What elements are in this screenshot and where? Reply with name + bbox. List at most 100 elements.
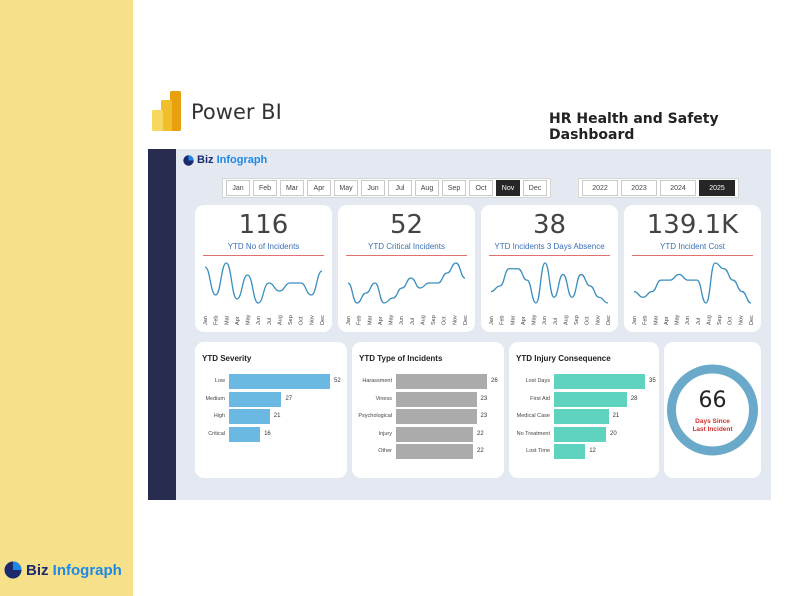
bar-category-label: Lost Time <box>526 448 550 454</box>
month-button-oct[interactable]: Oct <box>469 180 493 196</box>
sparkline-series <box>204 262 323 304</box>
kpi-card-incidents: 116 YTD No of Incidents Jan Feb Mar Apr May J… <box>195 205 332 332</box>
bar[interactable] <box>554 444 586 459</box>
bar-value-label: 35 <box>649 378 656 384</box>
brand-mark-icon <box>4 561 22 579</box>
bar-row: Medium 27 <box>195 391 347 407</box>
bar-category-label: Critical <box>208 430 225 437</box>
sparkline-month-label: Aug <box>706 315 712 325</box>
bar-value-label: 22 <box>477 430 484 437</box>
sparkline-month-label: Sep <box>574 315 580 325</box>
bar-category-label: Lost Days <box>525 378 550 384</box>
bar-row: Other 22 <box>352 444 504 459</box>
sparkline-month-label: May <box>532 314 538 325</box>
sparkline-month-label: Jul <box>553 318 559 325</box>
bar-row: Medical Case 21 <box>509 409 659 424</box>
year-button-2023[interactable]: 2023 <box>621 180 657 196</box>
month-button-jul[interactable]: Jul <box>388 180 412 196</box>
month-button-aug[interactable]: Aug <box>415 180 439 196</box>
month-button-feb[interactable]: Feb <box>253 180 277 196</box>
bar-category-label: No Treatment <box>516 430 550 437</box>
bar-row: Lost Days 35 <box>509 374 659 389</box>
year-button-2022[interactable]: 2022 <box>582 180 618 196</box>
month-button-dec[interactable]: Dec <box>523 180 547 196</box>
bar[interactable] <box>396 444 473 459</box>
sparkline-month-label: Apr <box>378 316 384 325</box>
bar-row: Harassment 26 <box>352 374 504 389</box>
month-button-apr[interactable]: Apr <box>307 180 331 196</box>
bar[interactable] <box>229 391 282 407</box>
bar-row: Critical 16 <box>195 426 347 442</box>
sparkline-month-label: Oct <box>299 316 305 325</box>
bar-value-label: 21 <box>273 413 281 419</box>
kpi-label: YTD Incident Cost <box>660 242 725 251</box>
bar-row: Viness 23 <box>352 391 504 407</box>
bar-row: High 21 <box>195 409 347 424</box>
trend-sparkline: Jan Feb Mar Apr May Jun Jul Aug Sep Oct Nov Dec <box>632 262 755 325</box>
bar[interactable] <box>396 426 473 442</box>
sparkline-month-label: Mar <box>367 315 373 325</box>
bar-category-label: Other <box>378 448 392 454</box>
bar-row: Psychological 23 <box>352 409 504 424</box>
sparkline-month-label: Oct <box>728 316 734 325</box>
sparkline-series <box>347 262 466 304</box>
kpi-label: YTD No of Incidents <box>227 242 300 251</box>
bar-value-label: 23 <box>480 413 488 419</box>
month-button-jan[interactable]: Jan <box>226 180 250 196</box>
month-button-jun[interactable]: Jun <box>361 180 385 196</box>
sparkline-month-label: Jun <box>685 316 691 325</box>
sparkline-month-label: Dec <box>606 315 612 325</box>
bar-value-label: 26 <box>491 378 498 384</box>
bar[interactable] <box>396 374 487 389</box>
year-button-2025[interactable]: 2025 <box>699 180 735 196</box>
bar-value-label: 20 <box>610 430 617 437</box>
bar[interactable] <box>229 426 261 442</box>
sparkline-month-label: Feb <box>643 316 649 325</box>
bar-category-label: First Aid <box>530 395 550 402</box>
bar[interactable] <box>396 391 477 407</box>
sparkline-month-label: May <box>389 314 395 325</box>
panel-title: YTD Injury Consequence <box>516 354 611 363</box>
bar-value-label: 28 <box>630 395 638 402</box>
bar-value-label: 27 <box>285 395 293 402</box>
incident-type-panel: YTD Type of Incidents Harassment 26 Viness… <box>352 342 504 478</box>
month-slicer: Jan Feb Mar Apr May Jun Jul Aug Sep Oct Nov Dec <box>222 178 551 198</box>
bar[interactable] <box>229 374 330 389</box>
sparkline-month-label: Aug <box>277 315 283 325</box>
month-button-mar[interactable]: Mar <box>280 180 304 196</box>
bar[interactable] <box>554 374 645 389</box>
bar[interactable] <box>554 426 606 442</box>
year-button-2024[interactable]: 2024 <box>660 180 696 196</box>
sparkline-month-label: Jan <box>346 316 352 325</box>
bar-category-label: Harassment <box>362 378 392 384</box>
bar-category-label: Viness <box>375 395 392 402</box>
sparkline-month-label: Apr <box>521 316 527 325</box>
dashboard-side-rail <box>148 149 176 500</box>
brand-logo: Biz Infograph <box>4 559 122 581</box>
sparkline-month-label: Feb <box>357 316 363 325</box>
bar[interactable] <box>396 409 477 424</box>
trend-sparkline: Jan Feb Mar Apr May Jun Jul Aug Sep Oct Nov Dec <box>346 262 469 325</box>
panel-title: YTD Severity <box>202 354 252 363</box>
bar[interactable] <box>554 409 609 424</box>
bar[interactable] <box>229 409 270 424</box>
trend-sparkline: Jan Feb Mar Apr May Jun Jul Aug Sep Oct Nov Dec <box>203 262 326 325</box>
bar-category-label: Injury <box>378 430 392 437</box>
severity-panel: YTD Severity Low 52 Medium 27 High 21 Critical… <box>195 342 347 478</box>
dashboard-brand-logo: Biz Infograph <box>183 152 267 168</box>
bar-category-label: Psychological <box>358 413 392 419</box>
sparkline-month-label: Feb <box>500 316 506 325</box>
bar[interactable] <box>554 391 627 407</box>
bar-category-label: Medium <box>205 395 225 402</box>
sparkline-month-label: Oct <box>585 316 591 325</box>
sparkline-month-label: Feb <box>214 316 220 325</box>
dashboard-canvas: Biz Infograph Jan Feb Mar Apr May Jun Jul Aug Se… <box>148 149 771 500</box>
brand-text-infograph: Infograph <box>216 154 268 166</box>
sparkline-month-label: Nov <box>738 315 744 325</box>
month-button-nov[interactable]: Nov <box>496 180 520 196</box>
month-button-sep[interactable]: Sep <box>442 180 466 196</box>
month-button-may[interactable]: May <box>334 180 358 196</box>
days-since-card: 66 Days Since Last Incident <box>664 342 761 478</box>
sparkline-month-label: Sep <box>717 315 723 325</box>
kpi-value: 116 <box>238 210 289 240</box>
